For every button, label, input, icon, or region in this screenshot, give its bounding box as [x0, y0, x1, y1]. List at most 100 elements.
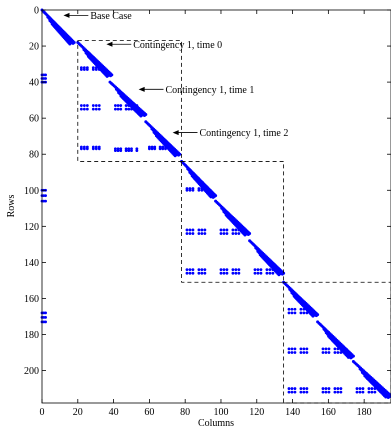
cluster-point: [234, 228, 238, 232]
cluster-point: [305, 307, 309, 311]
cluster-point: [185, 268, 189, 271]
cluster-point: [293, 390, 297, 394]
cluster-point: [290, 347, 294, 351]
x-tick-label: 120: [249, 407, 264, 418]
cluster-point: [44, 73, 47, 77]
cluster-point: [113, 149, 117, 153]
cluster-point: [222, 228, 226, 232]
band-point: [314, 314, 318, 318]
cluster-point: [219, 228, 223, 232]
cluster-point: [203, 268, 207, 271]
cluster-point: [293, 387, 297, 390]
cluster-point: [225, 228, 229, 232]
band-point: [384, 395, 388, 399]
cluster-point: [94, 68, 98, 71]
cluster-point: [358, 390, 362, 394]
cluster-point: [225, 232, 229, 235]
cluster-point: [290, 351, 294, 354]
cluster-point: [135, 104, 139, 107]
cluster-point: [188, 232, 192, 235]
annotation-label: Contingency 1, time 0: [133, 40, 222, 51]
cluster-point: [94, 147, 98, 151]
cluster-point: [290, 390, 294, 394]
cluster-point: [302, 390, 306, 394]
cluster-point: [94, 107, 98, 111]
cluster-point: [339, 347, 343, 351]
cluster-point: [321, 390, 325, 394]
cluster-point: [302, 307, 306, 311]
dashed-box: [181, 161, 285, 283]
cluster-point: [91, 104, 95, 107]
band-point: [142, 113, 146, 117]
band-point: [173, 154, 177, 158]
cluster-point: [355, 387, 359, 390]
x-tick-label: 160: [321, 407, 336, 418]
cluster-point: [333, 347, 337, 351]
annotations: Base Case Contingency 1, time 0 Contingenc…: [63, 11, 288, 139]
cluster-point: [191, 268, 195, 271]
cluster-point: [44, 315, 47, 319]
cluster-point: [82, 104, 86, 107]
cluster-point: [225, 271, 229, 275]
cluster-point: [85, 104, 89, 107]
cluster-point: [333, 387, 337, 390]
band-point: [246, 232, 250, 236]
x-tick-label: 140: [285, 407, 300, 418]
cluster-point: [355, 390, 359, 394]
cluster-point: [113, 107, 117, 111]
cluster-point: [299, 347, 303, 351]
cluster-point: [219, 232, 223, 235]
cluster-point: [324, 351, 328, 354]
annotation-arrowhead: [138, 86, 145, 92]
y-tick-label: 100: [24, 186, 39, 197]
plot-frame: [41, 9, 391, 404]
cluster-point: [271, 268, 275, 271]
cluster-point: [130, 107, 133, 111]
y-tick-label: 60: [29, 114, 39, 125]
x-tick-label: 60: [144, 407, 154, 418]
cluster-point: [299, 387, 303, 390]
band-point: [311, 314, 315, 318]
cluster-point: [82, 107, 86, 111]
cluster-point: [327, 347, 331, 351]
cluster-point: [321, 351, 325, 354]
cluster-point: [91, 147, 95, 151]
annotation-arrowhead: [172, 130, 179, 136]
cluster-point: [299, 351, 303, 354]
annotation-label: Base Case: [90, 11, 132, 22]
cluster-point: [44, 311, 47, 315]
band-point: [211, 195, 215, 199]
cluster-point: [130, 149, 133, 153]
cluster-point: [124, 149, 128, 153]
cluster-point: [231, 232, 235, 235]
cluster-point: [256, 271, 260, 275]
y-tick-label: 120: [24, 222, 39, 233]
cluster-point: [191, 232, 195, 235]
x-tick-label: 180: [357, 407, 372, 418]
cluster-point: [188, 228, 192, 232]
cluster-point: [127, 104, 131, 107]
cluster-point: [321, 387, 325, 390]
cluster-point: [293, 311, 297, 315]
cluster-point: [237, 271, 241, 275]
cluster-point: [259, 268, 263, 271]
x-tick-label: 100: [213, 407, 228, 418]
cluster-point: [293, 307, 297, 311]
cluster-point: [237, 228, 241, 232]
cluster-point: [147, 147, 151, 151]
cluster-point: [253, 268, 257, 271]
cluster-point: [237, 268, 241, 271]
cluster-point: [234, 271, 238, 275]
cluster-point: [302, 351, 306, 354]
band-point: [105, 74, 109, 78]
cluster-point: [97, 68, 101, 71]
cluster-point: [124, 104, 128, 107]
cluster-point: [265, 268, 269, 271]
cluster-point: [302, 387, 306, 390]
cluster-point: [287, 311, 291, 315]
cluster-point: [358, 387, 362, 390]
cluster-point: [116, 149, 120, 153]
y-tick-label: 80: [29, 150, 39, 161]
cluster-point: [327, 390, 331, 394]
band-point: [68, 42, 72, 46]
